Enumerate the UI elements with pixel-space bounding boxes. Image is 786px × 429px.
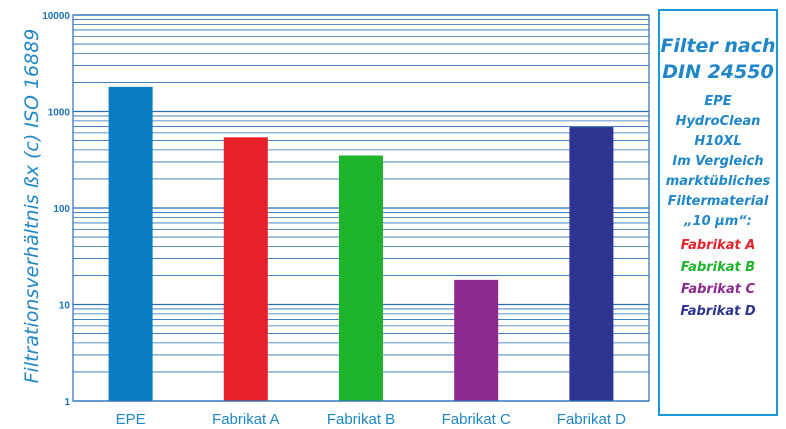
legend-desc-line: H10XL	[694, 134, 742, 149]
legend-desc-line: Filtermaterial	[667, 194, 769, 209]
x-tick-label: Fabrikat A	[212, 411, 280, 428]
legend-desc-line: Im Vergleich	[672, 154, 764, 169]
bar-epe	[108, 86, 153, 401]
legend-entry-fabrikat-d: Fabrikat D	[680, 304, 756, 319]
y-tick-label: 10	[59, 301, 71, 312]
legend: Filter nach DIN 24550 EPE HydroClean H10…	[658, 9, 778, 416]
legend-title-line: Filter nach	[660, 35, 776, 57]
bar-fabrikat-c	[454, 279, 499, 401]
legend-description: EPE HydroClean H10XL Im Vergleich marktü…	[660, 92, 776, 232]
legend-title: Filter nach DIN 24550	[660, 33, 776, 85]
bar-fabrikat-a	[223, 137, 268, 401]
x-tick-label: Fabrikat D	[557, 411, 626, 428]
bars	[108, 86, 614, 402]
y-tick-label: 1	[64, 397, 70, 408]
bar-fabrikat-b	[339, 155, 383, 401]
x-tick-label: EPE	[116, 411, 146, 428]
y-axis-label: Filtrationsverhältnis ßx (c) ISO 16889	[21, 29, 43, 384]
legend-entry-fabrikat-b: Fabrikat B	[680, 260, 756, 275]
legend-desc-line: „10 µm“:	[684, 214, 752, 229]
legend-desc-line: HydroClean	[675, 114, 761, 129]
legend-entry-fabrikat-c: Fabrikat C	[680, 282, 756, 297]
legend-desc-line: EPE	[704, 94, 732, 109]
y-tick-label: 1000	[48, 108, 71, 119]
legend-desc-line: marktübliches	[665, 174, 771, 189]
bar-fabrikat-d	[569, 127, 614, 402]
legend-title-line: DIN 24550	[662, 61, 774, 83]
x-tick-label: Fabrikat C	[442, 411, 511, 428]
legend-entry-fabrikat-a: Fabrikat A	[680, 238, 756, 253]
y-tick-label: 10000	[42, 11, 70, 22]
plot-frame	[72, 14, 650, 402]
axes: EPE Fabrikat A Fabrikat B Fabrikat C Fabrika…	[42, 11, 650, 428]
legend-entries: Fabrikat A Fabrikat B Fabrikat C Fabrika…	[660, 235, 776, 323]
x-tick-label: Fabrikat B	[327, 411, 395, 428]
y-tick-label: 100	[53, 204, 70, 215]
